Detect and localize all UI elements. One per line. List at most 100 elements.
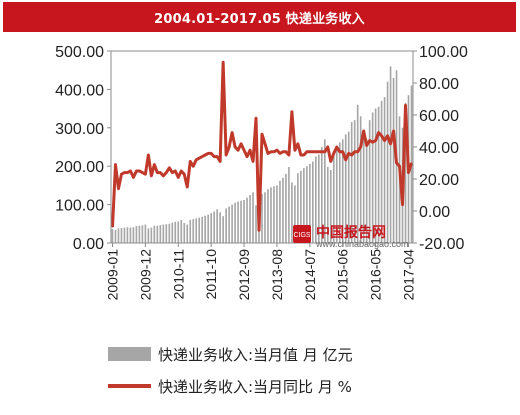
line-point [357, 151, 359, 153]
bar [365, 139, 368, 243]
watermark-name: 中国报告网 [316, 224, 386, 241]
x-tick-label: 2017-04 [401, 249, 417, 301]
line-point [183, 173, 185, 175]
line-point [333, 152, 335, 154]
line-point [339, 151, 341, 153]
line-point [168, 167, 170, 169]
line-point [219, 160, 221, 162]
line-series [111, 60, 413, 232]
bar [231, 204, 233, 243]
line-point [114, 164, 117, 166]
line-point [222, 61, 224, 63]
x-tick-label: 2012-09 [236, 249, 252, 301]
line-point [234, 146, 236, 148]
bar [350, 122, 353, 243]
bar [204, 215, 207, 243]
right-tick-label: 20.00 [419, 172, 459, 189]
line-point [159, 172, 161, 174]
right-tick-label: 60.00 [419, 108, 459, 125]
line-point [210, 152, 212, 154]
line-point [153, 164, 155, 166]
line-point [303, 154, 305, 156]
bar [174, 221, 177, 243]
line-point [404, 104, 407, 106]
axes: 0.00 100.00 200.00 300.00 400.00 500.00 -20.00… [55, 44, 468, 300]
bar [252, 192, 254, 243]
line-point [351, 154, 353, 156]
bar [276, 185, 278, 243]
bar [261, 193, 263, 243]
left-tick-label: 300.00 [55, 121, 104, 138]
left-tick-label: 400.00 [55, 82, 104, 99]
line-point [276, 149, 278, 151]
watermark-url: www.chinabaogao.com [315, 239, 409, 249]
bar [374, 108, 377, 243]
line-point [264, 143, 266, 145]
bar [153, 225, 156, 243]
line-point [150, 175, 152, 177]
line-point [345, 159, 347, 161]
line-point [273, 151, 275, 153]
bar [315, 156, 317, 243]
bar [138, 225, 141, 243]
line-point [135, 170, 138, 172]
line-point [192, 165, 194, 167]
bar [129, 227, 132, 243]
line-point [249, 149, 251, 151]
right-tick-label: 80.00 [419, 76, 459, 93]
bar [237, 201, 239, 243]
bar [132, 227, 135, 243]
bar [216, 209, 218, 243]
left-tick-label: 100.00 [55, 198, 104, 215]
line-point [410, 162, 413, 164]
x-tick-label: 2013-08 [269, 249, 285, 301]
bar [120, 228, 123, 243]
bar [156, 225, 159, 243]
line-point [324, 151, 326, 153]
bar [356, 104, 359, 243]
line-point [372, 141, 374, 143]
line-point [306, 151, 308, 153]
bar [150, 227, 153, 243]
bar [317, 154, 320, 243]
right-tick-label: -20.00 [419, 236, 464, 253]
bar [135, 226, 138, 243]
x-tick-label: 2016-05 [368, 249, 384, 301]
bar [177, 221, 180, 243]
bar [195, 218, 198, 243]
line-point [383, 140, 386, 142]
bar [168, 223, 171, 243]
line-point [195, 159, 197, 161]
watermark: CIGS 中国报告网 www.chinabaogao.com [293, 224, 409, 249]
bar [210, 213, 212, 243]
bar [377, 106, 380, 244]
bar [222, 216, 224, 243]
line-point [261, 133, 263, 135]
line-point [156, 172, 158, 174]
x-tick-label: 2015-06 [335, 249, 351, 301]
bar [123, 227, 126, 243]
line-point [381, 135, 383, 137]
bar [198, 217, 201, 243]
bar [180, 219, 183, 243]
bar [234, 202, 236, 243]
line-point [300, 154, 302, 156]
bar [117, 228, 120, 243]
legend-bar-swatch [108, 347, 151, 361]
line-point [270, 151, 272, 153]
bar [326, 166, 329, 243]
line-point [318, 151, 320, 153]
legend: 快递业务收入:当月值 月 亿元 快递业务收入:当月同比 月 % [108, 346, 353, 396]
bar [309, 163, 311, 243]
line-point [363, 130, 365, 132]
bar [329, 170, 332, 243]
bar [362, 133, 365, 243]
line-point [395, 162, 398, 164]
legend-bar-label: 快递业务收入:当月值 月 亿元 [158, 346, 353, 364]
line-point [138, 170, 141, 172]
bar [282, 177, 284, 243]
bar [228, 206, 230, 243]
bar [285, 173, 287, 243]
line-point [111, 226, 114, 228]
